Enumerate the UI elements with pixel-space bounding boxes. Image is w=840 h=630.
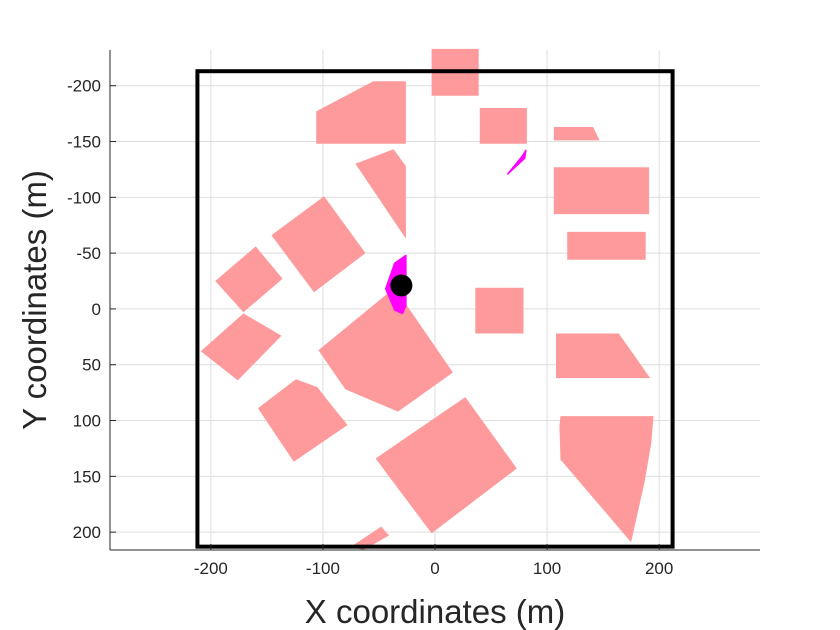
x-tick-label: 200: [645, 559, 673, 578]
obstacle-9: [215, 246, 283, 313]
obstacle-7: [271, 196, 366, 293]
obstacle-layer: [200, 48, 654, 550]
obstacle-11: [200, 313, 282, 381]
y-axis-label: Y coordinates (m): [16, 170, 53, 430]
obstacle-10: [475, 287, 524, 334]
obstacle-14: [257, 379, 348, 462]
obstacle-6: [553, 167, 650, 215]
axes: [109, 50, 760, 551]
obstacle-13: [556, 333, 651, 379]
obstacle-1: [316, 81, 406, 144]
obstacle-17: [350, 526, 390, 550]
obstacle-3: [479, 108, 527, 144]
y-tick-label: -150: [67, 133, 101, 152]
x-tick-labels: -200 -100 0 100 200: [194, 559, 673, 578]
y-tick-label: 100: [73, 412, 101, 431]
y-tick-label: 0: [92, 300, 101, 319]
x-tick-label: 0: [430, 559, 439, 578]
y-tick-label: 50: [82, 356, 101, 375]
y-tick-label: -100: [67, 188, 101, 207]
y-tick-label: -50: [76, 244, 101, 263]
obstacle-12: [318, 287, 453, 412]
path-segment-1: [507, 149, 527, 175]
x-axis-label: X coordinates (m): [305, 593, 565, 630]
y-tick-labels: -200 -150 -100 -50 0 50 100 150 200: [67, 77, 101, 542]
x-tick-label: -200: [194, 559, 228, 578]
obstacle-5: [355, 149, 406, 239]
x-tick-label: 100: [533, 559, 561, 578]
obstacle-15: [559, 416, 654, 543]
y-tick-label: 150: [73, 467, 101, 486]
y-tick-label: -200: [67, 77, 101, 96]
x-tick-label: -100: [306, 559, 340, 578]
obstacle-4: [553, 127, 600, 141]
obstacle-8: [567, 231, 646, 260]
y-tick-label: 200: [73, 523, 101, 542]
robot-marker: [390, 274, 413, 297]
obstacle-16: [375, 397, 517, 534]
